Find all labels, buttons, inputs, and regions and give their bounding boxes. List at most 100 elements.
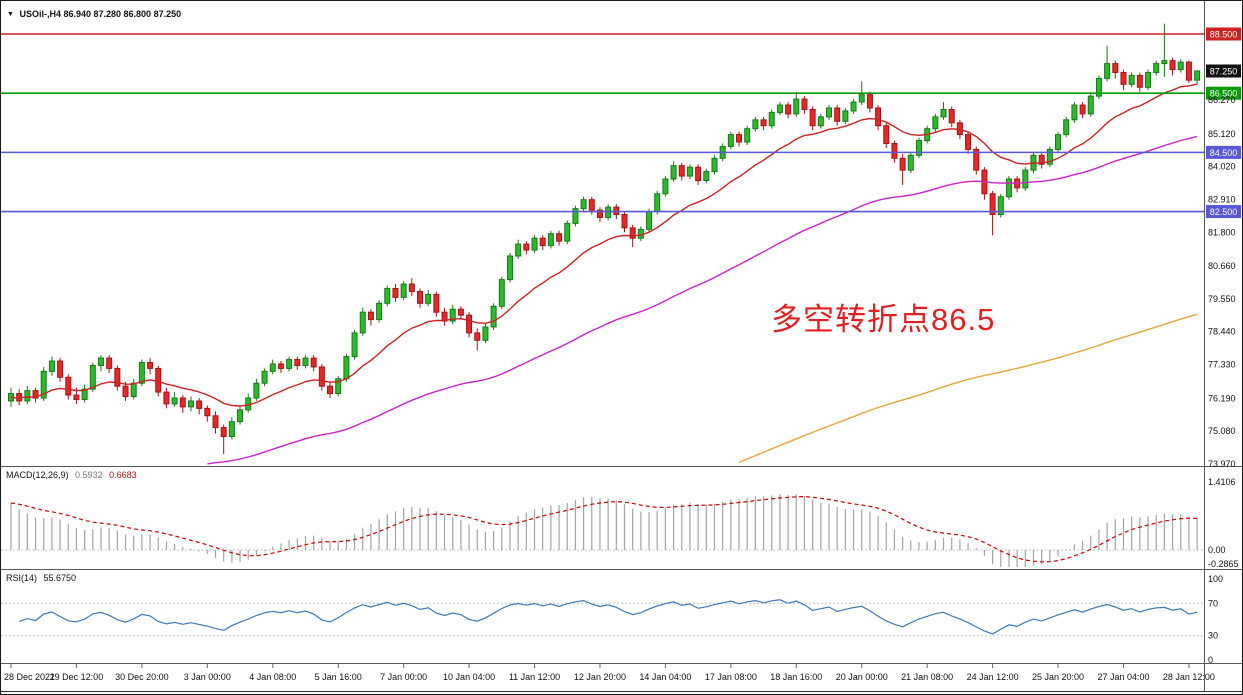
ma-fast-line — [10, 83, 1198, 407]
candle-body — [122, 385, 129, 398]
candle-body — [335, 378, 342, 395]
rsi-indicator-label: RSI(14) 55.6750 — [6, 573, 76, 583]
candle-body — [801, 98, 808, 110]
price-axis[interactable] — [1205, 1, 1242, 663]
candle-body — [261, 370, 268, 384]
price-tick-label: 76.190 — [1208, 393, 1236, 403]
candle-body — [973, 148, 980, 171]
candle-body — [32, 390, 39, 399]
candle-body — [318, 366, 325, 387]
rsi-axis-label: 0 — [1208, 655, 1213, 665]
candle-body — [40, 370, 47, 399]
time-label: 30 Dec 20:00 — [115, 672, 169, 682]
main-chart-panel[interactable] — [1, 1, 1204, 465]
price-level-badge-label: 82.500 — [1210, 207, 1238, 217]
price-tick-label: 84.020 — [1208, 162, 1236, 172]
candle-body — [915, 140, 922, 156]
price-tick-label: 80.660 — [1208, 261, 1236, 271]
time-label: 28 Jan 12:00 — [1163, 672, 1215, 682]
rsi-panel[interactable] — [1, 570, 1204, 663]
candle-body — [752, 119, 759, 130]
candle-body — [433, 293, 440, 313]
candle-body — [294, 359, 301, 366]
candle-body — [580, 199, 587, 210]
ma-slow-line — [738, 313, 1198, 464]
candle-body — [596, 209, 603, 218]
candle-body — [65, 376, 72, 396]
candle-body — [286, 359, 293, 369]
candle-body — [490, 305, 497, 328]
candle-body — [842, 110, 849, 122]
time-axis[interactable] — [1, 664, 1204, 691]
rsi-line — [19, 599, 1198, 635]
candle-body — [171, 397, 178, 405]
time-label: 20 Jan 00:00 — [836, 672, 888, 682]
candle-body — [81, 388, 88, 400]
candle-body — [515, 243, 522, 257]
rsi-axis-label: 30 — [1208, 631, 1218, 641]
candle-body — [1136, 74, 1143, 88]
candle-body — [547, 233, 554, 247]
chevron-down-icon[interactable]: ▼ — [7, 11, 14, 18]
trend-note-annotation[interactable]: 多空转折点86.5 — [771, 302, 996, 337]
candle-body — [506, 255, 513, 281]
candle-body — [711, 157, 718, 173]
candle-body — [163, 391, 170, 405]
price-level-badge — [1206, 145, 1241, 159]
candle-body — [670, 165, 677, 180]
candle-body — [179, 397, 186, 408]
candle-body — [703, 171, 710, 181]
candle-body — [744, 128, 751, 143]
macd-axis-label: 1.4106 — [1208, 477, 1236, 487]
candle-body — [24, 390, 31, 402]
candle-body — [1120, 71, 1127, 85]
candle-body — [1063, 119, 1070, 136]
price-tick-label: 73.970 — [1208, 459, 1236, 469]
candle-body — [932, 116, 939, 130]
candle-body — [302, 357, 309, 366]
price-tick-label: 81.800 — [1208, 227, 1236, 237]
candle-body — [1022, 169, 1029, 189]
price-level-badge-label: 87.250 — [1210, 66, 1238, 76]
candle-body — [359, 311, 366, 334]
candle-body — [899, 157, 906, 171]
candle-body — [809, 108, 816, 127]
candle-body — [1038, 154, 1045, 165]
price-tick-label: 77.330 — [1208, 360, 1236, 370]
candle-body — [826, 107, 832, 118]
macd-signal-value: 0.6683 — [109, 470, 137, 480]
rsi-value: 55.6750 — [43, 573, 77, 583]
candle-body — [1112, 63, 1119, 73]
candle-body — [457, 308, 464, 316]
candle-body — [629, 227, 636, 239]
candle-body — [196, 400, 203, 409]
price-tick-label: 82.910 — [1208, 194, 1236, 204]
price-tick-label: 86.270 — [1208, 95, 1236, 105]
macd-panel[interactable] — [1, 467, 1204, 569]
candle-body — [237, 409, 244, 423]
candle-body — [466, 314, 473, 334]
candle-body — [204, 407, 211, 417]
rsi-axis-label: 100 — [1208, 574, 1223, 584]
price-tick-label: 85.120 — [1208, 129, 1236, 139]
candle-body — [588, 199, 595, 211]
candle-body — [1087, 95, 1094, 115]
time-label: 24 Jan 12:00 — [967, 672, 1019, 682]
candle-body — [384, 288, 391, 304]
candle-body — [106, 357, 113, 369]
price-tick-label: 79.550 — [1208, 294, 1236, 304]
price-tick-label: 78.440 — [1208, 327, 1236, 337]
candle-body — [1161, 60, 1168, 65]
time-label: 10 Jan 04:00 — [443, 672, 495, 682]
time-label: 5 Jan 16:00 — [315, 672, 362, 682]
candle-body — [253, 382, 260, 399]
candle-body — [523, 243, 530, 251]
ma-mid-line — [207, 135, 1198, 465]
candle-body — [817, 116, 824, 127]
time-label: 29 Dec 12:00 — [50, 672, 104, 682]
price-level-badge — [1206, 64, 1241, 78]
candle-body — [948, 108, 955, 124]
candle-body — [220, 427, 227, 437]
candle-body — [572, 208, 579, 224]
